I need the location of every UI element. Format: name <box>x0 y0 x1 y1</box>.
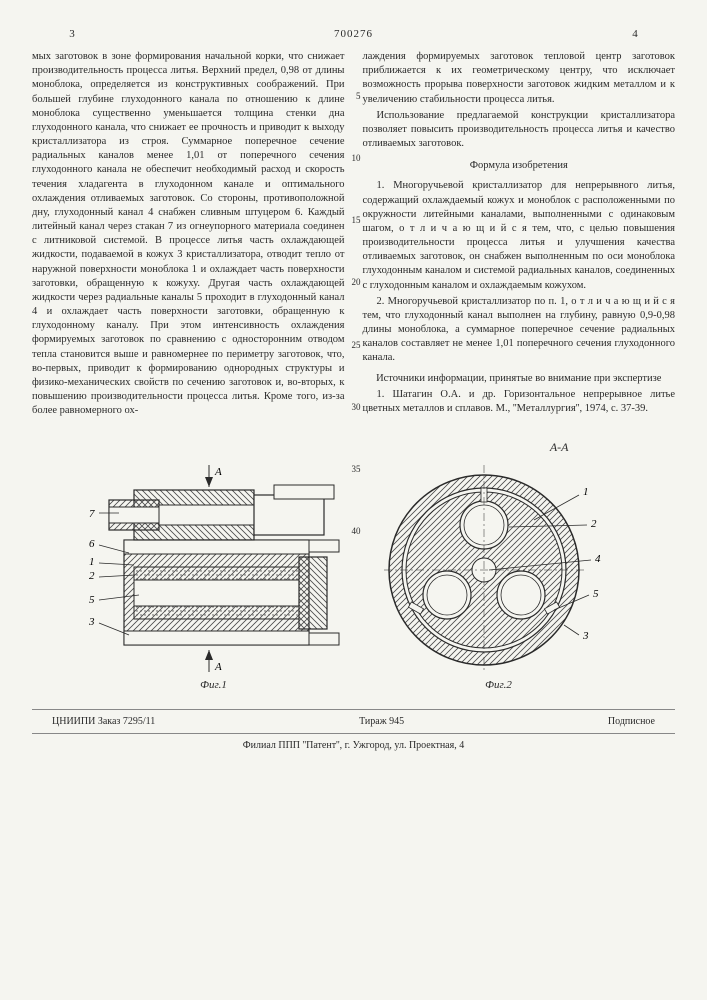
figure-2: А-А <box>369 440 629 691</box>
document-number: 700276 <box>82 28 625 40</box>
page-footer: ЦНИИПИ Заказ 7295/11 Тираж 945 Подписное… <box>32 709 675 751</box>
svg-text:7: 7 <box>89 508 95 520</box>
section-mark-top: A <box>214 466 222 478</box>
left-main-text: мых заготовок в зоне формирования началь… <box>32 50 345 418</box>
svg-text:6: 6 <box>89 538 95 550</box>
svg-text:5: 5 <box>89 594 95 606</box>
claim-1: 1. Многоручьевой кристаллизатор для непр… <box>363 179 676 292</box>
fig1-label: Фиг.1 <box>79 679 349 691</box>
figure-1: A A 7 6 1 2 5 3 Фиг.1 <box>79 445 349 691</box>
svg-text:5: 5 <box>593 588 599 600</box>
svg-text:3: 3 <box>582 630 589 642</box>
footer-order: ЦНИИПИ Заказ 7295/11 <box>52 716 155 727</box>
sources-title: Источники информации, принятые во вниман… <box>363 372 676 386</box>
line-numbers: 5 10 15 20 25 30 35 40 <box>349 90 361 537</box>
svg-text:2: 2 <box>89 570 95 582</box>
svg-text:1: 1 <box>89 556 95 568</box>
footer-sub: Подписное <box>608 716 655 727</box>
left-column: мых заготовок в зоне формирования началь… <box>32 50 345 420</box>
fig2-label: Фиг.2 <box>369 679 629 691</box>
page-number-right: 4 <box>625 28 645 40</box>
svg-text:1: 1 <box>583 486 589 498</box>
svg-text:3: 3 <box>88 616 95 628</box>
right-para-2: Использование предлагаемой конструкции к… <box>363 109 676 152</box>
source-1: 1. Шатагин О.А. и др. Горизонтальное неп… <box>363 388 676 416</box>
fig1-drawing: A A 7 6 1 2 5 3 <box>79 445 349 675</box>
text-columns: мых заготовок в зоне формирования началь… <box>32 50 675 420</box>
footer-address: Филиал ППП ''Патент'', г. Ужгород, ул. П… <box>32 734 675 751</box>
section-mark-bottom: A <box>214 661 222 673</box>
footer-tirazh: Тираж 945 <box>359 716 404 727</box>
svg-text:4: 4 <box>595 553 601 565</box>
claim-2: 2. Многоручьевой кристаллизатор по п. 1,… <box>363 295 676 366</box>
patent-page: 3 700276 4 мых заготовок в зоне формиров… <box>0 0 707 1000</box>
svg-text:2: 2 <box>591 518 597 530</box>
page-header: 3 700276 4 <box>32 28 675 40</box>
fig2-drawing: 1 2 4 5 3 <box>369 455 629 675</box>
right-para-1: лаждения формируемых заготовок тепловой … <box>363 50 676 107</box>
claims-title: Формула изобретения <box>363 159 676 173</box>
fig2-section-title: А-А <box>369 440 629 455</box>
page-number-left: 3 <box>62 28 82 40</box>
right-column: 5 10 15 20 25 30 35 40 лаждения формируе… <box>363 50 676 420</box>
